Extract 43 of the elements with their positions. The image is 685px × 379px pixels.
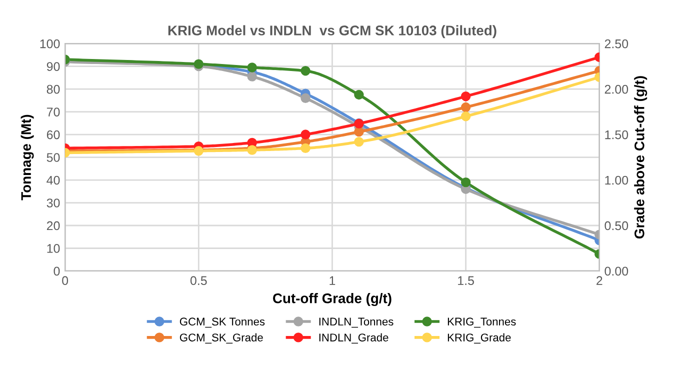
y-tick-label: 40 [46,176,60,185]
y-tick-label: 80 [46,84,60,94]
point [354,136,364,147]
x-tick-label: 0.5 [190,276,207,286]
y2-tick-label: 1.50 [605,130,628,140]
y2-tick-label: 1.00 [605,176,628,185]
y-tick-label: 20 [46,221,60,230]
x-tick-label: 1.5 [458,276,474,286]
point [460,91,471,102]
y2-tick-label: 0.50 [604,221,628,230]
x-tick-label: 1 [330,276,336,285]
x-tick-label: 0 [62,276,68,286]
y-tick-label: 0 [54,266,60,276]
y-tick-label: 50 [46,153,60,162]
y2-tick-label: 2.00 [604,84,628,94]
y2-tick-label: 2.50 [604,39,628,48]
y-tick-label: 70 [46,108,60,116]
y-tick-label: 30 [46,198,60,208]
point [354,90,364,100]
point [460,102,471,112]
point [460,111,471,122]
point [300,143,310,154]
legend-label: GCM_SK Tonnes [180,318,265,328]
legend-label: KRIG_Grade [448,333,511,344]
y-tick-label: 10 [47,244,60,253]
point [460,177,471,188]
legend-label: GCM_SK_Grade [180,333,263,344]
y-tick-label: 60 [46,130,60,140]
legend-label: KRIG_Tonnes [448,318,516,328]
y-axis-title: Tonnage (Mt) [20,114,34,200]
point [300,130,310,140]
legend-label: INDLN_Tonnes [319,318,394,328]
x-tick-label: 2 [596,276,602,285]
y-tick-label: 100 [40,39,60,48]
point [354,126,364,137]
legend-label: INDLN_Grade [319,333,388,344]
point [300,66,310,76]
y2-axis-title: Grade above Cut-off (g/t) [634,76,648,238]
chart-title: KRIG Model vs INDLN vs GCM SK 10103 (Diluted) [168,25,496,38]
x-axis-title: Cut-off Grade (g/t) [273,293,392,306]
y-tick-label: 90 [46,62,60,71]
point [300,93,310,104]
y2-tick-label: 0.00 [604,266,628,276]
